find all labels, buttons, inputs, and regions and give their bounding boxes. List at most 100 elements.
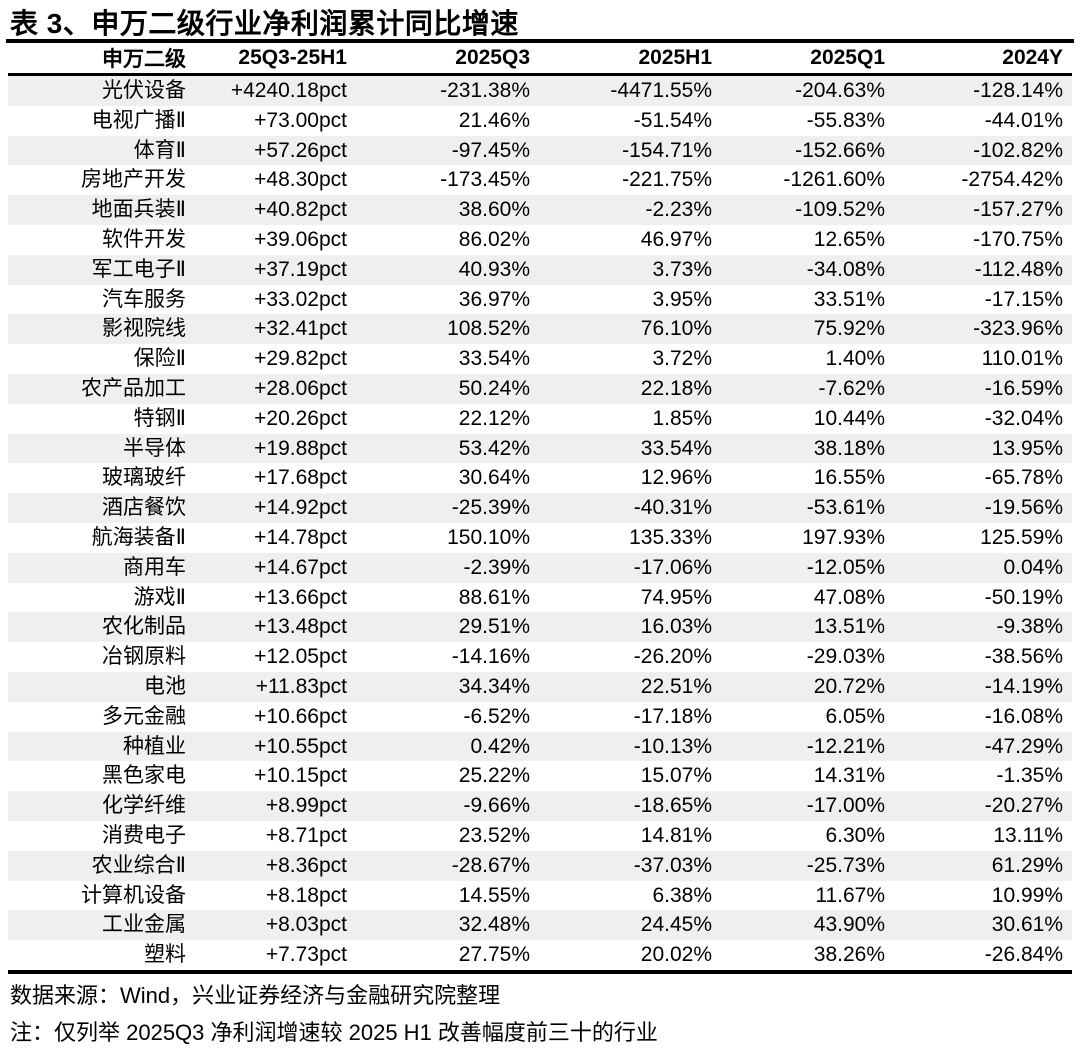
note-text: 注：仅列举 2025Q3 净利润增速较 2025 H1 改善幅度前三十的行业 [10,1019,658,1045]
cell-value: +32.41pct [254,317,347,341]
cell-value: +14.78pct [254,525,347,549]
cell-value: -221.75% [622,168,712,192]
cell-industry-name: 塑料 [8,940,186,974]
table-row: 光伏设备 +4240.18pct -231.38% -4471.55% -204.63%… [8,74,1072,106]
cell-value: -323.96% [973,317,1063,341]
cell-value: 3.73% [652,257,712,281]
cell-value: -7.62% [818,376,885,400]
cell-value: +10.55pct [254,734,347,758]
cell-value: +13.66pct [254,585,347,609]
cell-value: 11.67% [815,883,885,907]
cell-value: +73.00pct [254,108,347,132]
page-title: 表 3、申万二级行业净利润累计同比增速 [10,8,519,39]
cell-industry-name: 软件开发 [102,227,186,251]
table-row: 软件开发 +39.06pct 86.02% 46.97% 12.65% -170.75% [8,225,1072,255]
cell-value: -51.54% [633,108,712,132]
cell-value: -17.15% [984,287,1063,311]
cell-value: -16.59% [984,376,1063,400]
cell-value: -2754.42% [961,168,1063,192]
table-row: 航海装备Ⅱ +14.78pct 150.10% 135.33% 197.93% 125.5… [8,523,1072,553]
cell-value: 6.05% [825,704,885,728]
cell-value: 23.52% [458,823,530,847]
cell-value: 43.90% [813,913,885,937]
cell-value: +17.68pct [254,466,347,490]
cell-value: 86.02% [458,227,530,251]
cell-value: 14.31% [813,764,885,788]
cell-value: 13.11% [993,823,1063,847]
table-row: 保险Ⅱ +29.82pct 33.54% 3.72% 1.40% 110.01% [8,344,1072,374]
cell-industry-name: 体育Ⅱ [133,138,186,162]
cell-value: 40.93% [458,257,530,281]
cell-industry-name: 航海装备Ⅱ [91,525,186,549]
cell-industry-name: 多元金融 [102,704,186,728]
cell-value: 0.04% [1003,555,1063,579]
cell-industry-name: 汽车服务 [102,287,186,311]
cell-industry-name: 农化制品 [102,615,186,639]
table-row: 酒店餐饮 +14.92pct -25.39% -40.31% -53.61% -19.56… [8,493,1072,523]
cell-value: -17.00% [806,794,885,818]
cell-value: -112.48% [974,257,1063,281]
header-row: 申万二级 25Q3-25H1 2025Q3 2025H1 2025Q1 2024Y [8,43,1072,76]
table-row: 黑色家电 +10.15pct 25.22% 15.07% 14.31% -1.35% [8,761,1072,791]
cell-value: 33.54% [640,436,712,460]
cell-value: -14.19% [984,674,1063,698]
cell-value: -12.05% [806,555,885,579]
cell-value: 14.81% [640,823,712,847]
table-row: 体育Ⅱ +57.26pct -97.45% -154.71% -152.66% -102.… [8,135,1072,166]
cell-value: +39.06pct [254,227,347,251]
cell-value: 16.55% [813,466,885,490]
cell-value: 108.52% [447,317,530,341]
cell-industry-name: 电视广播Ⅱ [91,108,186,132]
cell-value: 33.51% [813,287,885,311]
cell-value: +14.67pct [254,555,347,579]
cell-value: -12.21% [806,734,885,758]
cell-value: 14.55% [458,883,530,907]
cell-value: -47.29% [984,734,1063,758]
cell-value: 3.72% [652,347,712,371]
cell-industry-name: 种植业 [123,734,186,758]
cell-value: -38.56% [984,645,1063,669]
cell-industry-name: 电池 [144,674,186,698]
cell-value: -17.06% [633,555,712,579]
cell-value: 0.42% [470,734,530,758]
cell-value: -9.66% [463,794,530,818]
cell-value: -173.45% [440,168,530,192]
table-row: 多元金融 +10.66pct -6.52% -17.18% 6.05% -16.08% [8,702,1072,732]
table-row: 消费电子 +8.71pct 23.52% 14.81% 6.30% 13.11% [8,821,1072,851]
cell-value: 12.96% [640,466,712,490]
cell-value: 22.18% [640,376,712,400]
table-row: 房地产开发 +48.30pct -173.45% -221.75% -1261.60% -… [8,165,1072,195]
cell-industry-name: 农业综合Ⅱ [91,853,186,877]
cell-value: -4471.55% [610,79,712,102]
cell-industry-name: 工业金属 [102,913,186,937]
cell-value: 27.75% [347,940,530,974]
cell-value: 38.60% [458,198,530,222]
table-row: 地面兵装Ⅱ +40.82pct 38.60% -2.23% -109.52% -157.2… [8,195,1072,225]
cell-value: +11.83pct [255,674,347,698]
cell-industry-name: 影视院线 [102,317,186,341]
cell-value: -170.75% [973,227,1063,251]
cell-value: -16.08% [984,704,1063,728]
column-header: 2025H1 [530,43,712,76]
cell-value: -44.01% [984,108,1063,132]
cell-value: +28.06pct [254,376,347,400]
cell-value: +12.05pct [254,645,347,669]
cell-value: -2.23% [645,198,712,222]
cell-value: 16.03% [640,615,712,639]
cell-value: 12.65% [813,227,885,251]
cell-value: -32.04% [984,406,1063,430]
table-row: 影视院线 +32.41pct 108.52% 76.10% 75.92% -323.96% [8,314,1072,345]
cell-industry-name: 化学纤维 [102,794,186,818]
cell-value: +8.18pct [265,883,347,907]
cell-value: 34.34% [458,674,530,698]
column-header: 25Q3-25H1 [186,43,347,76]
cell-industry-name: 特钢Ⅱ [133,406,186,430]
cell-value: +13.48pct [254,615,347,639]
cell-value: 32.48% [458,913,530,937]
cell-industry-name: 军工电子Ⅱ [91,257,186,281]
table-row: 电视广播Ⅱ +73.00pct 21.46% -51.54% -55.83% -44.01… [8,106,1072,136]
cell-value: 125.59% [980,525,1063,549]
cell-value: -17.18% [633,704,712,728]
cell-value: 1.85% [652,406,712,430]
table-row: 农产品加工 +28.06pct 50.24% 22.18% -7.62% -16.59% [8,373,1072,404]
